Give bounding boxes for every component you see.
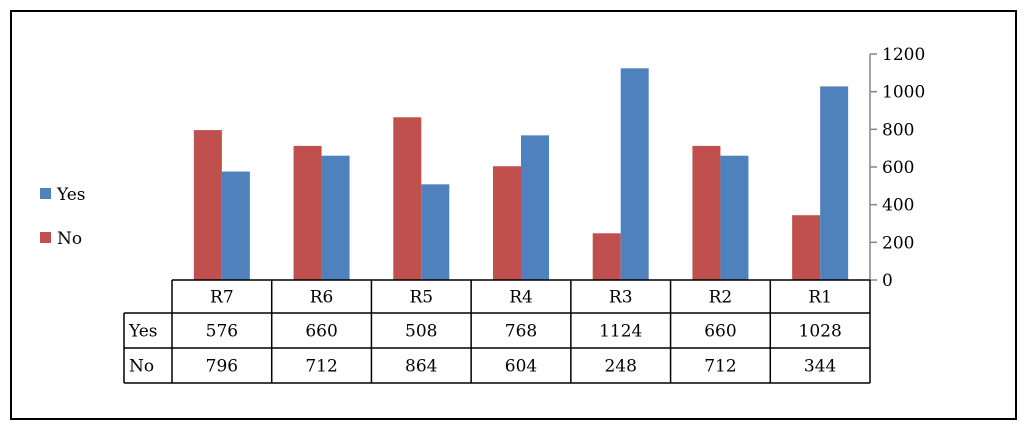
category-label: R3 (609, 288, 633, 308)
table-cell-yes: 1028 (799, 322, 842, 342)
bar-yes-r7 (221, 171, 250, 280)
bar-yes-r6 (321, 155, 350, 280)
table-cell-no: 248 (604, 357, 636, 377)
bar-no-r2 (692, 145, 721, 280)
table-cell-yes: 660 (704, 322, 736, 342)
category-label: R6 (310, 288, 334, 308)
table-cell-yes: 768 (505, 322, 537, 342)
table-cell-no: 864 (405, 357, 437, 377)
y-tick-label: 1000 (882, 83, 925, 103)
legend-swatch-yes (40, 188, 51, 199)
category-label: R5 (409, 288, 433, 308)
y-tick-label: 800 (882, 120, 914, 140)
bar-yes-r1 (820, 86, 849, 280)
table-cell-no: 712 (704, 357, 736, 377)
table-cell-no: 712 (305, 357, 337, 377)
table-cell-yes: 508 (405, 322, 437, 342)
bar-yes-r5 (421, 184, 450, 280)
table-cell-yes: 1124 (599, 322, 642, 342)
bar-no-r3 (592, 233, 621, 280)
bar-no-r1 (792, 215, 821, 280)
table-cell-yes: 660 (305, 322, 337, 342)
table-cell-no: 604 (505, 357, 537, 377)
bar-yes-r4 (521, 135, 549, 280)
table-row-label-no: No (129, 357, 154, 377)
y-tick-label: 400 (882, 196, 914, 216)
category-label: R2 (709, 288, 733, 308)
bar-no-r4 (493, 166, 521, 280)
legend-label-no: No (57, 229, 82, 249)
y-tick-label: 600 (882, 158, 914, 178)
y-axis: 0 200 400 600 800 1000 1200 (869, 45, 925, 291)
legend-swatch-no (40, 232, 51, 243)
bar-yes-r3 (620, 68, 649, 281)
bar-no-r7 (193, 130, 222, 280)
data-table: R7 R6 R5 R4 R3 R2 R1 Yes 576 660 508 768 1124 660 1028… (123, 279, 871, 384)
chart-frame (10, 10, 1017, 420)
category-label: R7 (210, 288, 234, 308)
category-label: R1 (808, 288, 832, 308)
legend-label-yes: Yes (56, 185, 86, 205)
y-tick-label: 0 (882, 271, 893, 291)
table-row-label-yes: Yes (128, 322, 158, 342)
y-tick-label: 1200 (882, 45, 925, 65)
table-cell-yes: 576 (206, 322, 238, 342)
category-label: R4 (509, 288, 533, 308)
table-cell-no: 796 (206, 357, 238, 377)
bar-yes-r2 (720, 155, 749, 280)
legend: Yes No (40, 185, 86, 249)
bar-no-r6 (293, 145, 322, 280)
bar-no-r5 (393, 117, 422, 280)
table-cell-no: 344 (804, 357, 836, 377)
bars-layer (193, 68, 849, 281)
y-tick-label: 200 (882, 233, 914, 253)
